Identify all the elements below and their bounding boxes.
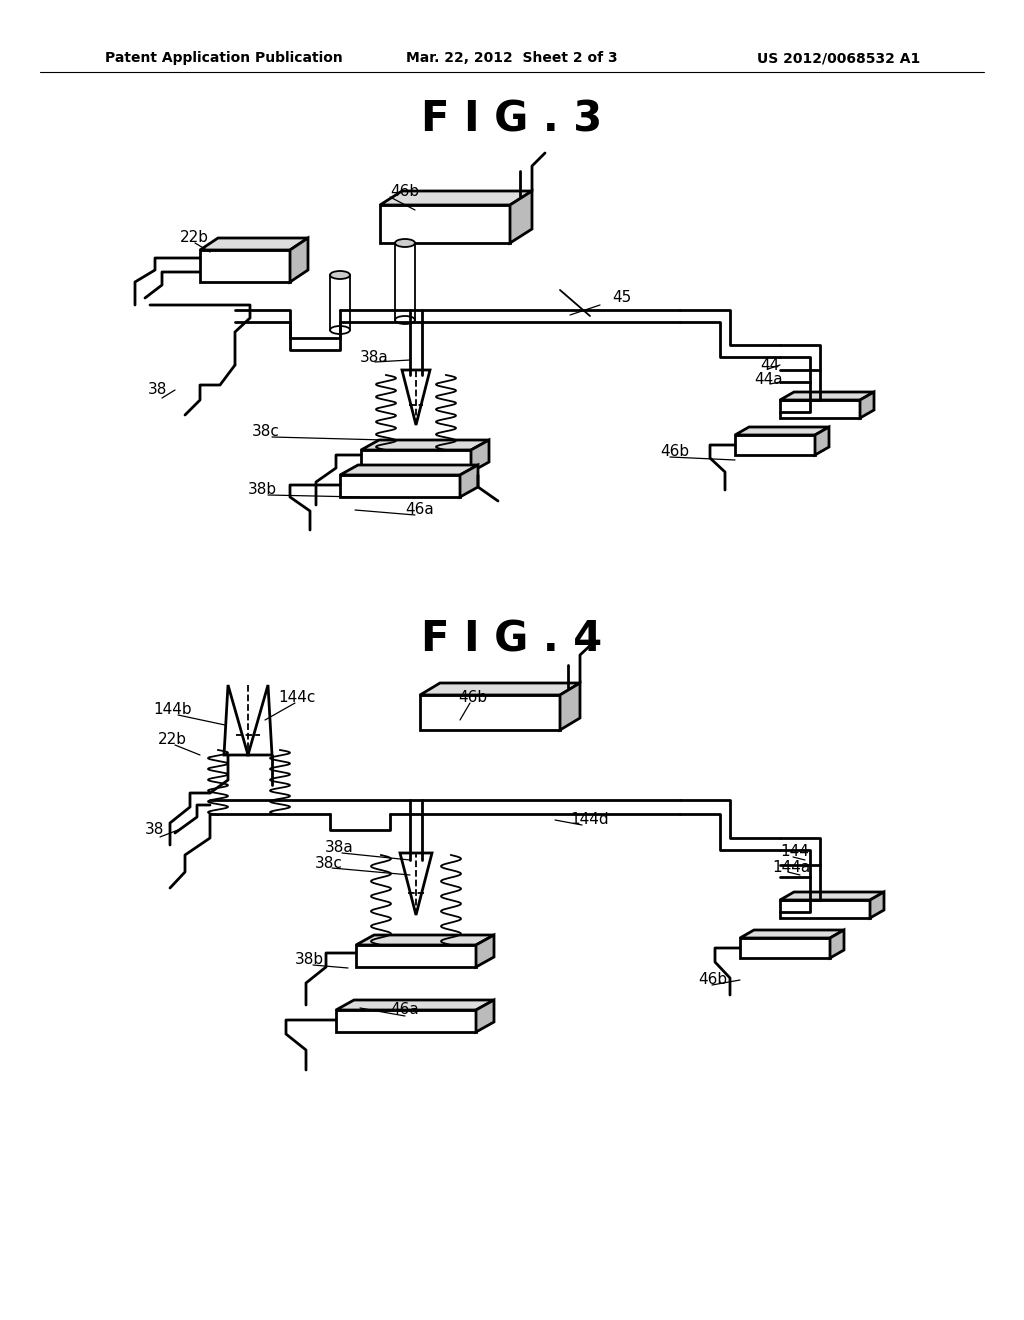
Polygon shape: [336, 1001, 494, 1010]
Text: 46a: 46a: [390, 1002, 419, 1018]
Text: F I G . 3: F I G . 3: [421, 99, 603, 141]
Text: 22b: 22b: [180, 230, 209, 244]
Bar: [330, 275, 350, 330]
Text: 46b: 46b: [390, 185, 419, 199]
Polygon shape: [560, 682, 580, 730]
Text: 144: 144: [780, 845, 809, 859]
Polygon shape: [224, 685, 248, 755]
Text: 38c: 38c: [315, 855, 343, 870]
Text: 46b: 46b: [698, 973, 727, 987]
Polygon shape: [361, 440, 489, 450]
Polygon shape: [780, 392, 874, 400]
Text: Patent Application Publication: Patent Application Publication: [105, 51, 343, 65]
Ellipse shape: [330, 271, 350, 279]
Text: 38a: 38a: [325, 841, 353, 855]
Text: 46a: 46a: [406, 503, 434, 517]
Polygon shape: [735, 436, 815, 455]
Polygon shape: [340, 465, 478, 475]
Polygon shape: [740, 931, 844, 939]
Text: 144c: 144c: [278, 690, 315, 705]
Text: 38b: 38b: [248, 483, 278, 498]
Polygon shape: [290, 238, 308, 282]
Polygon shape: [380, 191, 532, 205]
Polygon shape: [860, 392, 874, 418]
Polygon shape: [740, 939, 830, 958]
Text: 144a: 144a: [772, 859, 810, 874]
Text: 44: 44: [760, 358, 779, 372]
Text: 144b: 144b: [153, 702, 191, 718]
Text: 45: 45: [612, 290, 631, 305]
Text: 38c: 38c: [252, 425, 280, 440]
Text: F I G . 4: F I G . 4: [422, 619, 602, 661]
Polygon shape: [356, 935, 494, 945]
Text: Mar. 22, 2012  Sheet 2 of 3: Mar. 22, 2012 Sheet 2 of 3: [407, 51, 617, 65]
Polygon shape: [735, 426, 829, 436]
Ellipse shape: [330, 326, 350, 334]
Polygon shape: [402, 370, 430, 425]
Text: 38b: 38b: [295, 953, 325, 968]
Ellipse shape: [395, 315, 415, 323]
Polygon shape: [780, 400, 860, 418]
Polygon shape: [476, 935, 494, 968]
Text: 38: 38: [145, 822, 165, 837]
Polygon shape: [780, 892, 884, 900]
Polygon shape: [336, 1010, 476, 1032]
Polygon shape: [815, 426, 829, 455]
Polygon shape: [476, 1001, 494, 1032]
Text: 38a: 38a: [360, 351, 389, 366]
Text: 46b: 46b: [458, 690, 487, 705]
Polygon shape: [510, 191, 532, 243]
Polygon shape: [356, 945, 476, 968]
Polygon shape: [200, 238, 308, 249]
Polygon shape: [460, 465, 478, 498]
Polygon shape: [400, 853, 432, 915]
Polygon shape: [420, 696, 560, 730]
Polygon shape: [380, 205, 510, 243]
Text: US 2012/0068532 A1: US 2012/0068532 A1: [757, 51, 920, 65]
Polygon shape: [248, 685, 272, 755]
Text: 46b: 46b: [660, 445, 689, 459]
Polygon shape: [200, 249, 290, 282]
Ellipse shape: [395, 239, 415, 247]
Text: 22b: 22b: [158, 733, 187, 747]
Polygon shape: [870, 892, 884, 917]
Text: 38: 38: [148, 383, 167, 397]
Text: 44a: 44a: [754, 372, 782, 388]
Bar: [395, 243, 415, 319]
Polygon shape: [420, 682, 580, 696]
Text: 144d: 144d: [570, 813, 608, 828]
Polygon shape: [780, 900, 870, 917]
Polygon shape: [340, 475, 460, 498]
Polygon shape: [361, 450, 471, 473]
Polygon shape: [830, 931, 844, 958]
Polygon shape: [471, 440, 489, 473]
